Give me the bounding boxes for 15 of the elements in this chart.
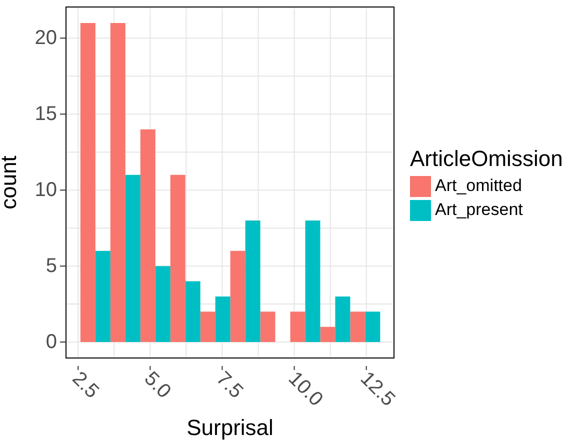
y-tick-label: 20 (34, 27, 57, 50)
y-axis-title: count (0, 156, 21, 210)
legend-label: Art_present (435, 200, 523, 220)
x-axis-title: Surprisal (186, 415, 274, 440)
text: 5.0 (140, 368, 176, 403)
x-tick-label: 2.5 (68, 368, 104, 403)
x-tick-label: 12.5 (356, 368, 400, 411)
y-tick-label: 15 (34, 103, 57, 126)
text: 10.0 (284, 368, 328, 411)
legend-label: Art_omitted (435, 176, 522, 196)
y-tick-label: 0 (46, 331, 57, 354)
x-tick-label: 7.5 (212, 368, 248, 403)
y-tick-label: 5 (46, 255, 57, 278)
y-tick-label: 10 (34, 179, 57, 202)
legend-title: ArticleOmission (410, 146, 563, 172)
